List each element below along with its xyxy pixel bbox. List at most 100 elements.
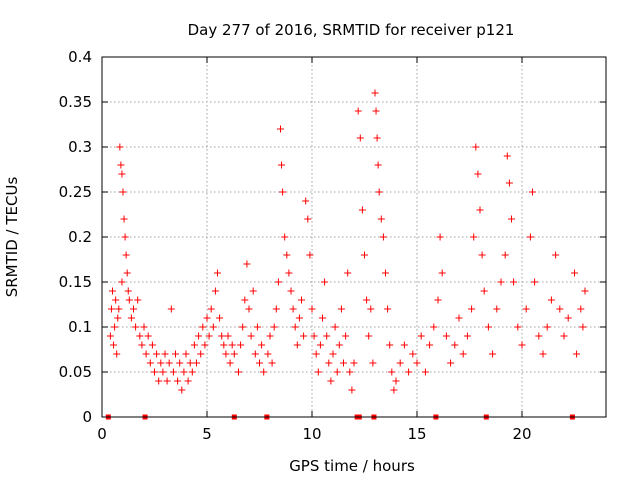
- data-point: [289, 305, 297, 313]
- data-point: [142, 350, 150, 358]
- data-point: [251, 350, 259, 358]
- data-point: [384, 305, 392, 313]
- data-point: [319, 314, 326, 322]
- data-point: [350, 359, 358, 367]
- data-point: [268, 359, 276, 367]
- data-point: [247, 332, 255, 340]
- data-point: [438, 269, 446, 277]
- data-point: [291, 323, 299, 331]
- data-point: [153, 350, 161, 358]
- data-point: [316, 341, 324, 349]
- data-point: [113, 350, 121, 358]
- data-point: [195, 332, 203, 340]
- data-point: [510, 278, 518, 286]
- data-point: [455, 314, 463, 322]
- data-point: [216, 314, 224, 322]
- data-point: [182, 350, 190, 358]
- data-point: [235, 368, 242, 376]
- y-tick-label: 0.4: [68, 48, 92, 66]
- data-point: [220, 341, 228, 349]
- data-point: [478, 251, 486, 259]
- data-point: [400, 341, 408, 349]
- data-point: [281, 233, 289, 241]
- data-point: [463, 332, 471, 340]
- data-point: [157, 359, 165, 367]
- data-point: [335, 341, 343, 349]
- data-point: [405, 368, 413, 376]
- grid-lines: [102, 57, 606, 417]
- data-point: [130, 305, 137, 313]
- data-point: [484, 323, 492, 331]
- data-point: [243, 260, 251, 268]
- data-point: [459, 350, 467, 358]
- data-point: [361, 251, 368, 259]
- data-point: [573, 350, 581, 358]
- data-point: [382, 269, 389, 277]
- data-point: [331, 323, 339, 331]
- data-point: [564, 314, 572, 322]
- x-tick-label: 0: [97, 425, 107, 443]
- data-point: [241, 296, 249, 304]
- data-point: [344, 269, 352, 277]
- data-point: [369, 359, 377, 367]
- data-point: [256, 359, 263, 367]
- data-point: [138, 341, 146, 349]
- data-point: [264, 350, 272, 358]
- data-point: [300, 332, 308, 340]
- data-point: [392, 377, 400, 385]
- data-point: [323, 332, 331, 340]
- data-point: [535, 332, 543, 340]
- data-point: [371, 89, 379, 97]
- data-point: [474, 170, 482, 178]
- data-point: [493, 305, 501, 313]
- data-point: [122, 251, 130, 259]
- data-point: [306, 251, 314, 259]
- data-point: [531, 278, 539, 286]
- data-point: [314, 368, 322, 376]
- data-point: [327, 377, 335, 385]
- data-point: [161, 350, 169, 358]
- data-point: [174, 377, 182, 385]
- data-point: [165, 359, 173, 367]
- data-point: [285, 269, 293, 277]
- data-point: [417, 332, 425, 340]
- y-tick-label: 0.2: [68, 228, 92, 246]
- data-point: [287, 287, 295, 295]
- data-point: [333, 368, 341, 376]
- data-point: [253, 323, 261, 331]
- y-tick-label: 0.15: [59, 273, 92, 291]
- data-point: [193, 359, 200, 367]
- data-point: [543, 323, 551, 331]
- data-point: [146, 359, 154, 367]
- data-point: [272, 305, 280, 313]
- data-point: [211, 287, 219, 295]
- data-point: [125, 296, 133, 304]
- data-point: [372, 107, 380, 115]
- data-point: [321, 278, 329, 286]
- data-point: [413, 359, 421, 367]
- data-point: [421, 368, 429, 376]
- x-tick-label: 10: [302, 425, 321, 443]
- data-point: [367, 305, 375, 313]
- data-point: [205, 332, 213, 340]
- data-point: [199, 323, 207, 331]
- data-point: [123, 269, 131, 277]
- data-point: [447, 359, 455, 367]
- data-point: [518, 341, 526, 349]
- data-point: [121, 233, 129, 241]
- data-point: [258, 341, 266, 349]
- data-point: [209, 323, 217, 331]
- data-point: [118, 278, 126, 286]
- data-point: [430, 323, 438, 331]
- data-point: [379, 233, 387, 241]
- x-tick-label: 20: [512, 425, 531, 443]
- data-point: [197, 350, 205, 358]
- data-point: [266, 332, 274, 340]
- data-point: [325, 359, 333, 367]
- data-point: [134, 296, 142, 304]
- data-point: [388, 368, 396, 376]
- data-point: [106, 332, 114, 340]
- data-point: [107, 305, 115, 313]
- data-point: [260, 368, 268, 376]
- data-point: [151, 368, 158, 376]
